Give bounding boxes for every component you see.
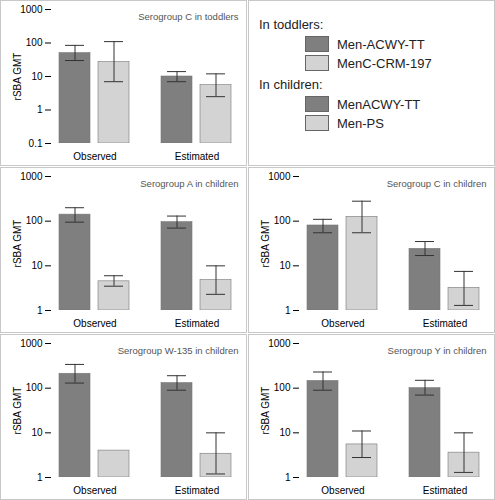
svg-text:1: 1 xyxy=(285,472,291,483)
svg-text:100: 100 xyxy=(26,382,43,393)
svg-text:Estimated: Estimated xyxy=(423,318,467,329)
svg-text:Estimated: Estimated xyxy=(175,318,219,329)
svg-text:1000: 1000 xyxy=(20,4,43,15)
html-text:Men-PS: Men-PS xyxy=(337,115,384,131)
html-text:MenACWY-TT: MenACWY-TT xyxy=(337,96,421,112)
svg-text:Estimated: Estimated xyxy=(175,151,219,162)
svg-text:Observed: Observed xyxy=(73,485,116,496)
html-text:MenC-CRM-197: MenC-CRM-197 xyxy=(337,55,432,71)
svg-text:10: 10 xyxy=(279,260,291,271)
svg-text:rSBA GMT: rSBA GMT xyxy=(260,387,271,435)
svg-text:100: 100 xyxy=(274,382,291,393)
svg-text:Observed: Observed xyxy=(73,151,116,162)
svg-text:rSBA GMT: rSBA GMT xyxy=(12,387,23,435)
svg-text:rSBA GMT: rSBA GMT xyxy=(12,220,23,268)
svg-text:1000: 1000 xyxy=(20,171,43,182)
svg-text:rSBA GMT: rSBA GMT xyxy=(12,53,23,101)
html-text:In toddlers:: In toddlers: xyxy=(259,17,324,32)
svg-text:10: 10 xyxy=(31,427,43,438)
html-text:In children:: In children: xyxy=(259,77,323,92)
svg-text:10: 10 xyxy=(31,260,43,271)
svg-text:Serogroup A in children: Serogroup A in children xyxy=(140,178,238,189)
svg-text:100: 100 xyxy=(26,215,43,226)
svg-text:0.1: 0.1 xyxy=(29,138,43,149)
svg-text:1000: 1000 xyxy=(268,171,291,182)
svg-text:10: 10 xyxy=(31,71,43,82)
svg-text:rSBA GMT: rSBA GMT xyxy=(260,220,271,268)
svg-text:10: 10 xyxy=(279,427,291,438)
svg-text:1: 1 xyxy=(37,472,43,483)
svg-text:Serogroup W-135 in children: Serogroup W-135 in children xyxy=(118,345,239,356)
svg-text:Serogroup C in toddlers: Serogroup C in toddlers xyxy=(138,11,239,22)
svg-text:Estimated: Estimated xyxy=(423,485,467,496)
html-text:Men-ACWY-TT: Men-ACWY-TT xyxy=(337,36,425,52)
svg-text:1000: 1000 xyxy=(268,338,291,349)
svg-text:Estimated: Estimated xyxy=(175,485,219,496)
svg-text:100: 100 xyxy=(26,37,43,48)
svg-text:1: 1 xyxy=(37,305,43,316)
svg-text:100: 100 xyxy=(274,215,291,226)
svg-text:1000: 1000 xyxy=(20,338,43,349)
svg-text:Serogroup C in children: Serogroup C in children xyxy=(387,178,487,189)
svg-text:Observed: Observed xyxy=(321,318,364,329)
svg-text:1: 1 xyxy=(37,104,43,115)
svg-text:Observed: Observed xyxy=(73,318,116,329)
svg-text:Serogroup Y in children: Serogroup Y in children xyxy=(388,345,487,356)
svg-text:1: 1 xyxy=(285,305,291,316)
svg-text:Observed: Observed xyxy=(321,485,364,496)
